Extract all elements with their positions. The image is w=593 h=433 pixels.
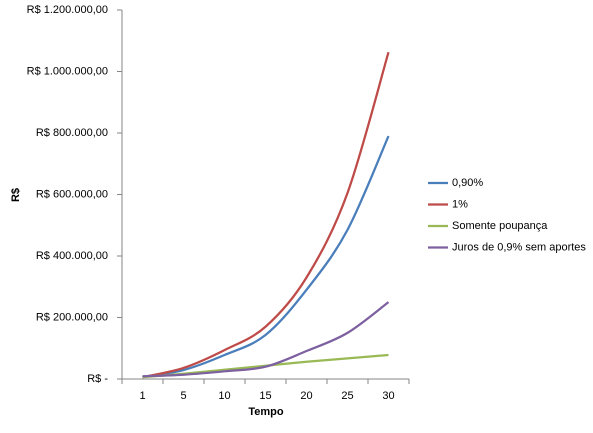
legend-label: Juros de 0,9% sem aportes [452,241,586,253]
line-series [142,135,390,379]
legend-label: 0,90% [452,177,483,189]
y-tick-label: R$ 800.000,00 [36,127,108,139]
x-tick-label: 20 [300,390,312,402]
x-tick-label: 5 [180,390,186,402]
line-series [142,301,390,378]
y-axis-title: R$ [10,188,22,202]
y-tick-label: R$ 400.000,00 [36,250,108,262]
y-tick-label: R$ 1.000.000,00 [27,65,108,77]
legend-label: Somente poupança [452,220,548,232]
legend-label: 1% [452,198,468,210]
y-tick-label: R$ 200.000,00 [36,311,108,323]
line-series [142,51,390,379]
y-tick-label: R$ - [87,373,108,385]
y-tick-label: R$ 600.000,00 [36,188,108,200]
x-tick-label: 25 [341,390,353,402]
x-tick-label: 1 [139,390,145,402]
x-axis-title: Tempo [248,406,284,418]
x-tick-label: 10 [218,390,230,402]
x-tick-label: 15 [259,390,271,402]
x-tick-label: 30 [382,390,394,402]
y-tick-label: R$ 1.200.000,00 [27,4,108,16]
